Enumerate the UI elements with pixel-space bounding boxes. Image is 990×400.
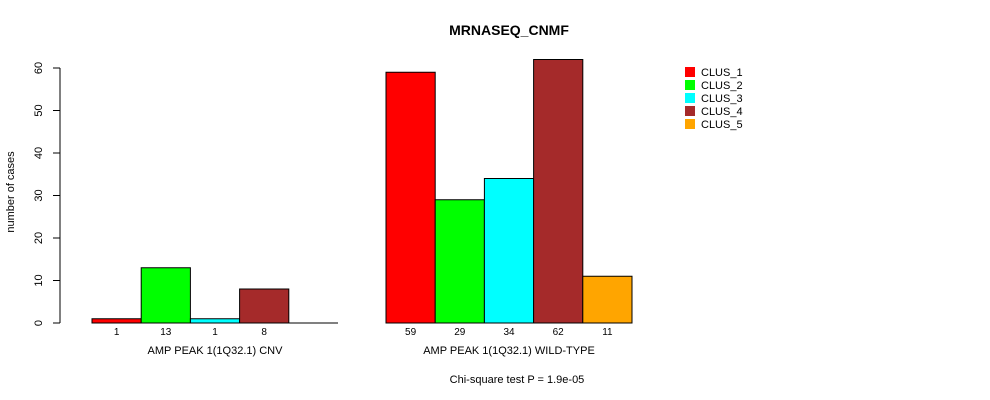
bar-count-label: 13 bbox=[160, 327, 172, 338]
bars bbox=[91, 59, 633, 324]
legend-swatch bbox=[685, 80, 695, 90]
bar-count-label: 11 bbox=[602, 327, 613, 338]
y-tick-label: 30 bbox=[33, 189, 45, 201]
bar-clus-2-group-2 bbox=[434, 199, 485, 324]
chart-title: MRNASEQ_CNMF bbox=[449, 22, 569, 38]
y-tick-label: 20 bbox=[33, 232, 45, 244]
legend-label: CLUS_5 bbox=[701, 119, 743, 131]
y-tick-label: 0 bbox=[33, 320, 45, 326]
bar-clus-1-group-1 bbox=[91, 318, 142, 324]
bar-clus-3-group-2 bbox=[483, 178, 535, 324]
bar-count-label: 29 bbox=[454, 327, 466, 338]
y-tick-label: 40 bbox=[33, 147, 45, 159]
y-axis-label: number of cases bbox=[5, 151, 17, 233]
bar-clus-3-group-1 bbox=[189, 318, 241, 324]
bar-clus-2-group-1 bbox=[140, 267, 191, 324]
chi-square-footnote: Chi-square test P = 1.9e-05 bbox=[450, 374, 585, 386]
bar-count-label: 8 bbox=[261, 327, 267, 338]
group-label-wild-type: AMP PEAK 1(1Q32.1) WILD-TYPE bbox=[423, 345, 595, 357]
legend-label: CLUS_2 bbox=[701, 80, 743, 92]
bar-clus-1-group-2 bbox=[385, 71, 436, 324]
legend-label: CLUS_1 bbox=[701, 67, 743, 79]
bar-clus-5-group-2 bbox=[582, 275, 633, 324]
bar-count-label: 62 bbox=[553, 327, 565, 338]
bar-count-label: 34 bbox=[503, 327, 515, 338]
bar-clus-4-group-2 bbox=[533, 59, 584, 324]
y-tick-label: 60 bbox=[33, 62, 45, 74]
y-axis: 0 10 20 30 40 50 60 bbox=[33, 62, 61, 326]
legend-swatch bbox=[685, 119, 695, 129]
group-label-cnv: AMP PEAK 1(1Q32.1) CNV bbox=[148, 345, 284, 357]
legend-label: CLUS_3 bbox=[701, 93, 743, 105]
bar-count-labels: 1 13 1 8 59 29 34 62 11 bbox=[114, 327, 613, 338]
legend-label: CLUS_4 bbox=[701, 106, 743, 118]
y-tick-label: 50 bbox=[33, 104, 45, 116]
bar-clus-4-group-1 bbox=[239, 288, 290, 324]
legend-swatch bbox=[685, 106, 695, 116]
bar-count-label: 1 bbox=[114, 327, 120, 338]
bar-count-label: 1 bbox=[212, 327, 218, 338]
legend-swatch bbox=[685, 93, 695, 103]
bar-count-label: 59 bbox=[405, 327, 417, 338]
y-tick-label: 10 bbox=[33, 274, 45, 286]
legend-swatch bbox=[685, 67, 695, 77]
